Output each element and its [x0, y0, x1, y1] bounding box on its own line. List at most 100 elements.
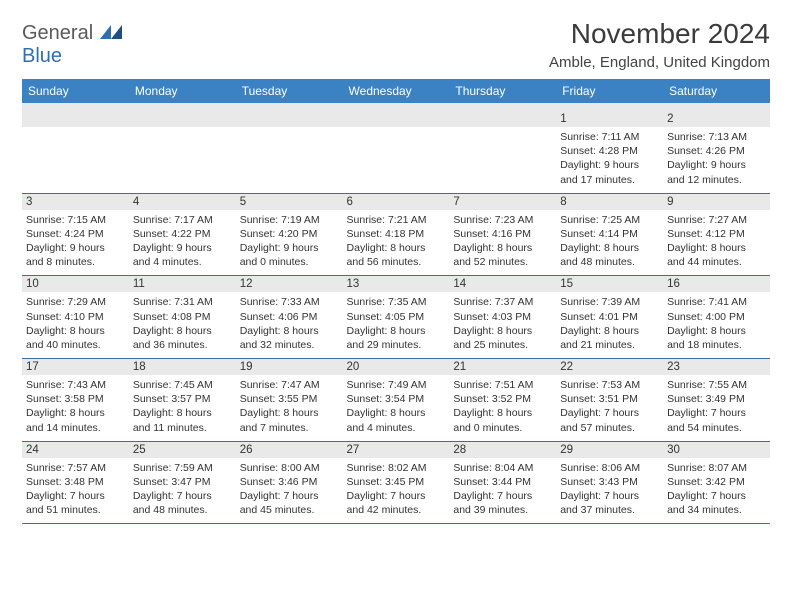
day-number: 24 [22, 442, 129, 458]
daylight-line2: and 21 minutes. [560, 338, 659, 352]
sunset-text: Sunset: 3:43 PM [560, 475, 659, 489]
daylight-line1: Daylight: 7 hours [667, 406, 766, 420]
day-cell: Sunrise: 7:57 AMSunset: 3:48 PMDaylight:… [22, 458, 129, 524]
daylight-line1: Daylight: 8 hours [453, 241, 552, 255]
daylight-line1: Daylight: 7 hours [453, 489, 552, 503]
daylight-line1: Daylight: 8 hours [240, 406, 339, 420]
day-number: 10 [22, 276, 129, 292]
daylight-line1: Daylight: 8 hours [347, 324, 446, 338]
sunset-text: Sunset: 3:42 PM [667, 475, 766, 489]
daylight-line1: Daylight: 8 hours [133, 324, 232, 338]
sunrise-text: Sunrise: 7:55 AM [667, 378, 766, 392]
day-cell: Sunrise: 7:25 AMSunset: 4:14 PMDaylight:… [556, 210, 663, 276]
daylight-line1: Daylight: 8 hours [133, 406, 232, 420]
day-number: 23 [663, 359, 770, 375]
day-number: 13 [343, 276, 450, 292]
sunset-text: Sunset: 3:51 PM [560, 392, 659, 406]
day-number: 15 [556, 276, 663, 292]
sunset-text: Sunset: 4:12 PM [667, 227, 766, 241]
daylight-line2: and 57 minutes. [560, 421, 659, 435]
sunset-text: Sunset: 4:20 PM [240, 227, 339, 241]
daylight-line1: Daylight: 8 hours [560, 324, 659, 338]
daynum-row: 24252627282930 [22, 442, 770, 458]
daylight-line1: Daylight: 7 hours [26, 489, 125, 503]
day-number: 27 [343, 442, 450, 458]
day-number: 6 [343, 194, 450, 210]
sunrise-text: Sunrise: 7:59 AM [133, 461, 232, 475]
daylight-line2: and 40 minutes. [26, 338, 125, 352]
sunrise-text: Sunrise: 7:37 AM [453, 295, 552, 309]
day-cell: Sunrise: 7:11 AMSunset: 4:28 PMDaylight:… [556, 127, 663, 193]
daylight-line1: Daylight: 9 hours [560, 158, 659, 172]
daylight-line1: Daylight: 8 hours [26, 406, 125, 420]
daylight-line2: and 44 minutes. [667, 255, 766, 269]
daylight-line2: and 29 minutes. [347, 338, 446, 352]
day-cell: Sunrise: 8:06 AMSunset: 3:43 PMDaylight:… [556, 458, 663, 524]
day-cell: Sunrise: 7:27 AMSunset: 4:12 PMDaylight:… [663, 210, 770, 276]
logo-mark-icon [100, 25, 122, 44]
week-row: Sunrise: 7:15 AMSunset: 4:24 PMDaylight:… [22, 210, 770, 276]
daylight-line1: Daylight: 8 hours [347, 406, 446, 420]
month-title: November 2024 [549, 18, 770, 50]
daylight-line2: and 51 minutes. [26, 503, 125, 517]
day-header: Thursday [449, 79, 556, 103]
day-cell: Sunrise: 7:55 AMSunset: 3:49 PMDaylight:… [663, 375, 770, 441]
sunset-text: Sunset: 4:10 PM [26, 310, 125, 324]
day-number: 21 [449, 359, 556, 375]
day-number: 12 [236, 276, 343, 292]
sunset-text: Sunset: 3:45 PM [347, 475, 446, 489]
sunrise-text: Sunrise: 8:02 AM [347, 461, 446, 475]
day-number: 16 [663, 276, 770, 292]
sunrise-text: Sunrise: 7:49 AM [347, 378, 446, 392]
day-number: 26 [236, 442, 343, 458]
daylight-line2: and 8 minutes. [26, 255, 125, 269]
sunset-text: Sunset: 3:47 PM [133, 475, 232, 489]
day-cell [449, 127, 556, 193]
sunrise-text: Sunrise: 7:17 AM [133, 213, 232, 227]
day-cell: Sunrise: 7:19 AMSunset: 4:20 PMDaylight:… [236, 210, 343, 276]
week-separator [22, 524, 770, 525]
sunset-text: Sunset: 4:00 PM [667, 310, 766, 324]
daylight-line1: Daylight: 7 hours [560, 406, 659, 420]
calendar-body: SundayMondayTuesdayWednesdayThursdayFrid… [22, 79, 770, 524]
daylight-line2: and 37 minutes. [560, 503, 659, 517]
day-cell: Sunrise: 7:49 AMSunset: 3:54 PMDaylight:… [343, 375, 450, 441]
sunrise-text: Sunrise: 8:07 AM [667, 461, 766, 475]
sunrise-text: Sunrise: 7:41 AM [667, 295, 766, 309]
day-number: 14 [449, 276, 556, 292]
sunrise-text: Sunrise: 7:39 AM [560, 295, 659, 309]
sunrise-text: Sunrise: 7:15 AM [26, 213, 125, 227]
day-cell [22, 127, 129, 193]
sunset-text: Sunset: 4:05 PM [347, 310, 446, 324]
sunrise-text: Sunrise: 7:57 AM [26, 461, 125, 475]
daylight-line1: Daylight: 9 hours [26, 241, 125, 255]
day-number: 18 [129, 359, 236, 375]
daylight-line2: and 11 minutes. [133, 421, 232, 435]
day-number [449, 111, 556, 127]
daynum-row: 10111213141516 [22, 276, 770, 292]
daylight-line1: Daylight: 9 hours [240, 241, 339, 255]
day-cell [236, 127, 343, 193]
day-cell: Sunrise: 8:02 AMSunset: 3:45 PMDaylight:… [343, 458, 450, 524]
day-cell: Sunrise: 7:51 AMSunset: 3:52 PMDaylight:… [449, 375, 556, 441]
daylight-line1: Daylight: 9 hours [133, 241, 232, 255]
day-cell: Sunrise: 8:07 AMSunset: 3:42 PMDaylight:… [663, 458, 770, 524]
day-number [343, 111, 450, 127]
day-number: 19 [236, 359, 343, 375]
daylight-line2: and 4 minutes. [347, 421, 446, 435]
daylight-line2: and 39 minutes. [453, 503, 552, 517]
sunset-text: Sunset: 4:16 PM [453, 227, 552, 241]
day-number: 5 [236, 194, 343, 210]
sunset-text: Sunset: 4:14 PM [560, 227, 659, 241]
sunset-text: Sunset: 4:26 PM [667, 144, 766, 158]
logo-text: General Blue [22, 22, 122, 68]
day-cell: Sunrise: 7:33 AMSunset: 4:06 PMDaylight:… [236, 292, 343, 358]
day-cell: Sunrise: 7:17 AMSunset: 4:22 PMDaylight:… [129, 210, 236, 276]
day-number [22, 111, 129, 127]
sunrise-text: Sunrise: 7:43 AM [26, 378, 125, 392]
daylight-line1: Daylight: 7 hours [133, 489, 232, 503]
sunrise-text: Sunrise: 7:25 AM [560, 213, 659, 227]
day-cell: Sunrise: 7:21 AMSunset: 4:18 PMDaylight:… [343, 210, 450, 276]
day-cell: Sunrise: 7:39 AMSunset: 4:01 PMDaylight:… [556, 292, 663, 358]
sunrise-text: Sunrise: 7:51 AM [453, 378, 552, 392]
